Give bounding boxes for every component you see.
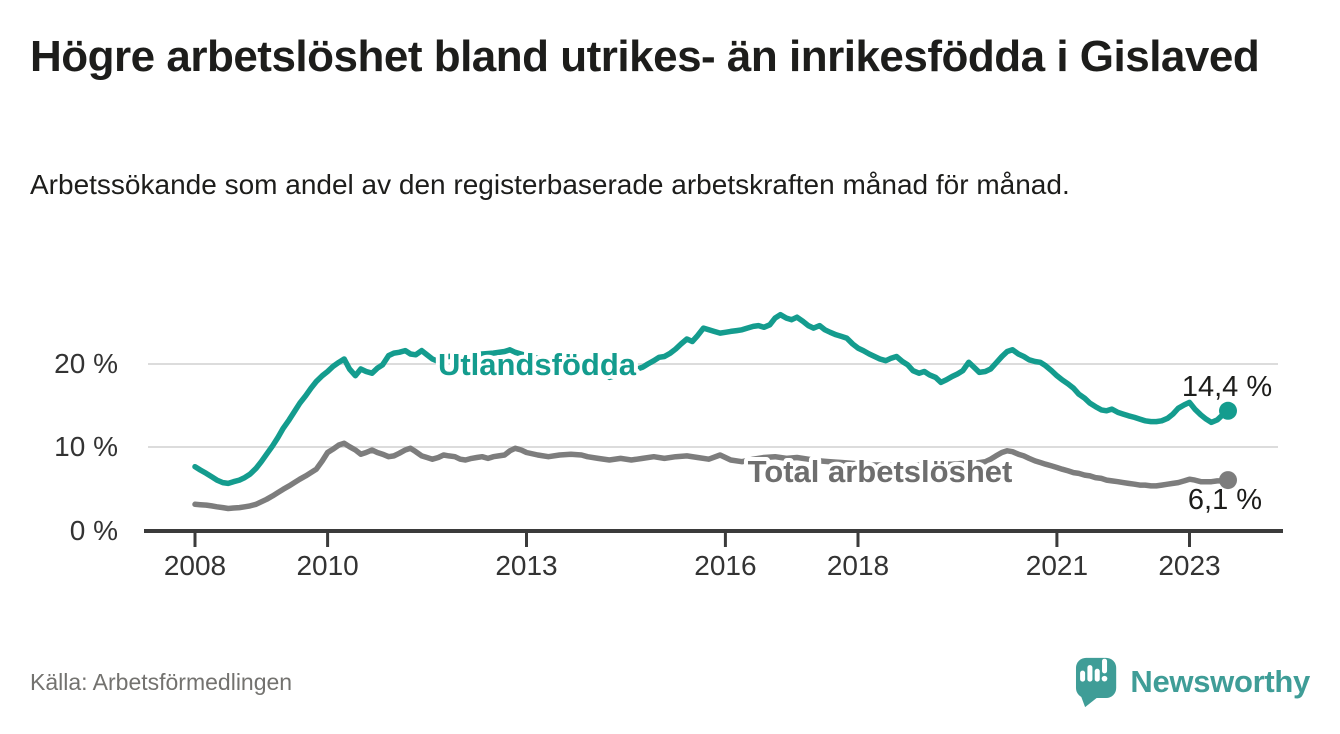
brand-name: Newsworthy	[1130, 664, 1310, 699]
x-tick-label-2018: 2018	[827, 550, 889, 581]
series-line-1	[192, 440, 1231, 512]
newsworthy-brand: Newsworthy	[1074, 656, 1310, 709]
series-end-dot-0	[1219, 401, 1237, 420]
x-tick-label-2021: 2021	[1026, 550, 1088, 581]
series-lines	[192, 311, 1237, 512]
end-value-labels: 14,4 % 6,1 %	[1182, 371, 1272, 516]
gridlines	[148, 363, 1278, 448]
series-end-dot-1	[1219, 471, 1237, 490]
end-value-total: 6,1 %	[1188, 484, 1262, 516]
y-tick-label-10: 10 %	[54, 431, 118, 462]
series-label-total: Total arbetslöshet	[748, 454, 1013, 489]
x-tick-label-2010: 2010	[296, 550, 358, 581]
y-tick-label-0: 0 %	[70, 515, 118, 546]
x-tick-label-2023: 2023	[1158, 550, 1220, 581]
y-axis-labels: 20 % 10 % 0 %	[54, 348, 118, 546]
x-tick-label-2016: 2016	[694, 550, 756, 581]
y-tick-label-20: 20 %	[54, 348, 118, 379]
series-line-0	[192, 311, 1231, 487]
logo-bar-chart-icon	[1080, 658, 1108, 682]
chart-subtitle: Arbetssökande som andel av den registerb…	[30, 169, 1070, 200]
page-title: Högre arbetslöshet bland utrikes- än inr…	[30, 32, 1260, 81]
source-note: Källa: Arbetsförmedlingen	[30, 668, 293, 695]
series-labels: Utlandsfödda Total arbetslöshet	[434, 343, 1016, 493]
end-value-utlandsfodda: 14,4 %	[1182, 371, 1272, 403]
x-tick-label-2013: 2013	[495, 550, 557, 581]
newsworthy-logo-icon	[1076, 657, 1117, 707]
logo-bubble-tail	[1080, 692, 1100, 707]
series-label-utlandsfodda: Utlandsfödda	[438, 347, 637, 382]
x-axis-ticks: 2008 2010 2013 2016 2018 2021 2023	[164, 531, 1221, 581]
footer: Källa: Arbetsförmedlingen Newsworthy	[30, 654, 1310, 710]
x-tick-label-2008: 2008	[164, 550, 226, 581]
